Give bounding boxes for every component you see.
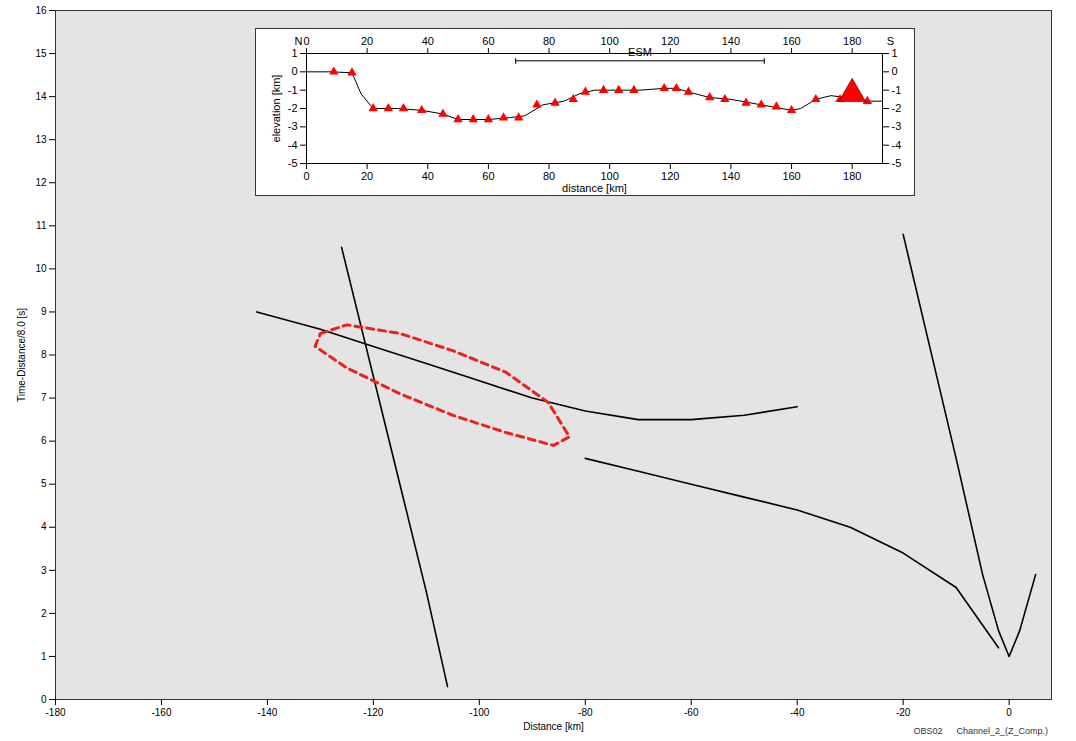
svg-text:-1: -1: [892, 84, 902, 96]
svg-text:Time-Distance/8.0 [s]: Time-Distance/8.0 [s]: [16, 308, 27, 402]
svg-text:0: 0: [892, 65, 898, 77]
svg-text:14: 14: [35, 91, 47, 102]
svg-text:160: 160: [782, 170, 800, 182]
svg-text:-4: -4: [892, 139, 902, 151]
svg-text:distance [km]: distance [km]: [562, 182, 627, 194]
svg-text:140: 140: [722, 170, 740, 182]
svg-text:-5: -5: [892, 157, 902, 169]
svg-text:S: S: [887, 35, 894, 47]
svg-text:ESM: ESM: [628, 46, 652, 58]
svg-text:60: 60: [482, 170, 494, 182]
svg-text:100: 100: [600, 35, 618, 47]
svg-text:-180: -180: [45, 707, 65, 718]
svg-text:11: 11: [36, 220, 47, 231]
svg-text:40: 40: [422, 35, 434, 47]
svg-text:12: 12: [35, 177, 47, 188]
svg-text:180: 180: [843, 170, 861, 182]
svg-text:-1: -1: [288, 84, 298, 96]
svg-text:-5: -5: [288, 157, 298, 169]
svg-text:7: 7: [41, 392, 47, 403]
svg-text:-4: -4: [288, 139, 298, 151]
svg-text:elevation [km]: elevation [km]: [270, 75, 282, 143]
svg-text:120: 120: [661, 35, 679, 47]
svg-text:3: 3: [41, 565, 47, 576]
svg-text:60: 60: [482, 35, 494, 47]
svg-text:0: 0: [1006, 707, 1012, 718]
svg-text:Distance [km]: Distance [km]: [523, 721, 584, 732]
svg-text:40: 40: [422, 170, 434, 182]
svg-text:4: 4: [41, 521, 47, 532]
svg-text:-140: -140: [257, 707, 277, 718]
svg-text:-2: -2: [288, 102, 298, 114]
html-text:OBS02: OBS02: [913, 726, 943, 736]
svg-text:-60: -60: [684, 707, 699, 718]
svg-text:-100: -100: [469, 707, 489, 718]
svg-text:1: 1: [41, 651, 47, 662]
svg-text:5: 5: [41, 478, 47, 489]
svg-text:120: 120: [661, 170, 679, 182]
svg-text:0: 0: [291, 65, 297, 77]
svg-text:0: 0: [303, 170, 309, 182]
svg-text:160: 160: [782, 35, 800, 47]
svg-text:0: 0: [41, 694, 47, 705]
svg-text:-160: -160: [151, 707, 171, 718]
svg-text:15: 15: [35, 48, 47, 59]
svg-text:2: 2: [41, 608, 47, 619]
svg-text:-2: -2: [892, 102, 902, 114]
svg-text:180: 180: [843, 35, 861, 47]
svg-text:6: 6: [41, 435, 47, 446]
svg-text:10: 10: [35, 263, 47, 274]
svg-text:100: 100: [600, 170, 618, 182]
svg-text:8: 8: [41, 349, 47, 360]
svg-text:9: 9: [41, 306, 47, 317]
svg-text:-3: -3: [288, 120, 298, 132]
svg-text:1: 1: [892, 47, 898, 59]
svg-text:13: 13: [35, 134, 47, 145]
svg-text:-120: -120: [363, 707, 383, 718]
svg-text:80: 80: [543, 35, 555, 47]
svg-text:16: 16: [35, 5, 47, 16]
svg-text:20: 20: [361, 35, 373, 47]
html-text:Channel_2_(Z_Comp.): Channel_2_(Z_Comp.): [956, 726, 1048, 736]
svg-text:140: 140: [722, 35, 740, 47]
svg-text:80: 80: [543, 170, 555, 182]
svg-text:-3: -3: [892, 120, 902, 132]
svg-text:-80: -80: [578, 707, 593, 718]
svg-text:1: 1: [291, 47, 297, 59]
svg-text:-20: -20: [896, 707, 911, 718]
svg-text:-40: -40: [790, 707, 805, 718]
svg-text:0: 0: [303, 35, 309, 47]
svg-text:20: 20: [361, 170, 373, 182]
svg-text:N: N: [295, 35, 303, 47]
